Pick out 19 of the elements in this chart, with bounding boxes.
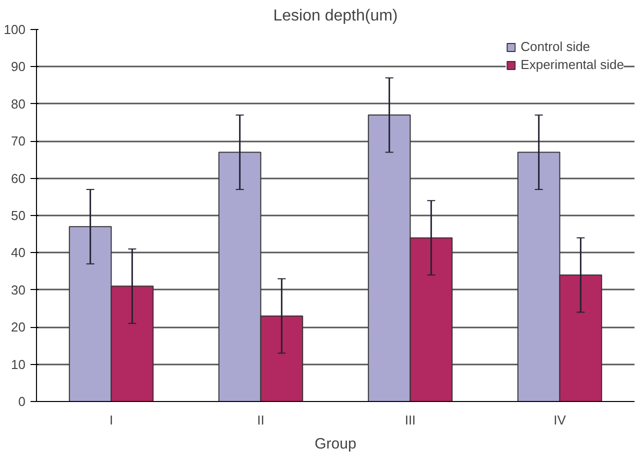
x-tick-label: I	[109, 412, 114, 428]
y-tick-label: 70	[11, 134, 26, 149]
y-tick-label: 50	[11, 208, 26, 223]
legend-label: Experimental side	[520, 57, 624, 72]
y-tick-label: 40	[11, 245, 26, 260]
chart-title: Lesion depth(um)	[273, 8, 398, 24]
legend-label: Control side	[520, 39, 590, 54]
y-tick-label: 0	[18, 394, 26, 409]
x-tick-label: IV	[554, 412, 566, 428]
y-tick-label: 80	[11, 96, 26, 112]
y-tick-label: 90	[11, 59, 26, 74]
y-tick-label: 30	[11, 282, 26, 298]
x-tick-label: III	[404, 412, 416, 428]
y-tick-label: 10	[11, 356, 26, 372]
y-tick-label: 100	[4, 22, 26, 37]
y-tick-label: 20	[11, 320, 26, 335]
x-axis-title: Group	[314, 436, 356, 452]
y-tick-label: 60	[11, 170, 26, 186]
x-tick-label: II	[257, 412, 264, 428]
